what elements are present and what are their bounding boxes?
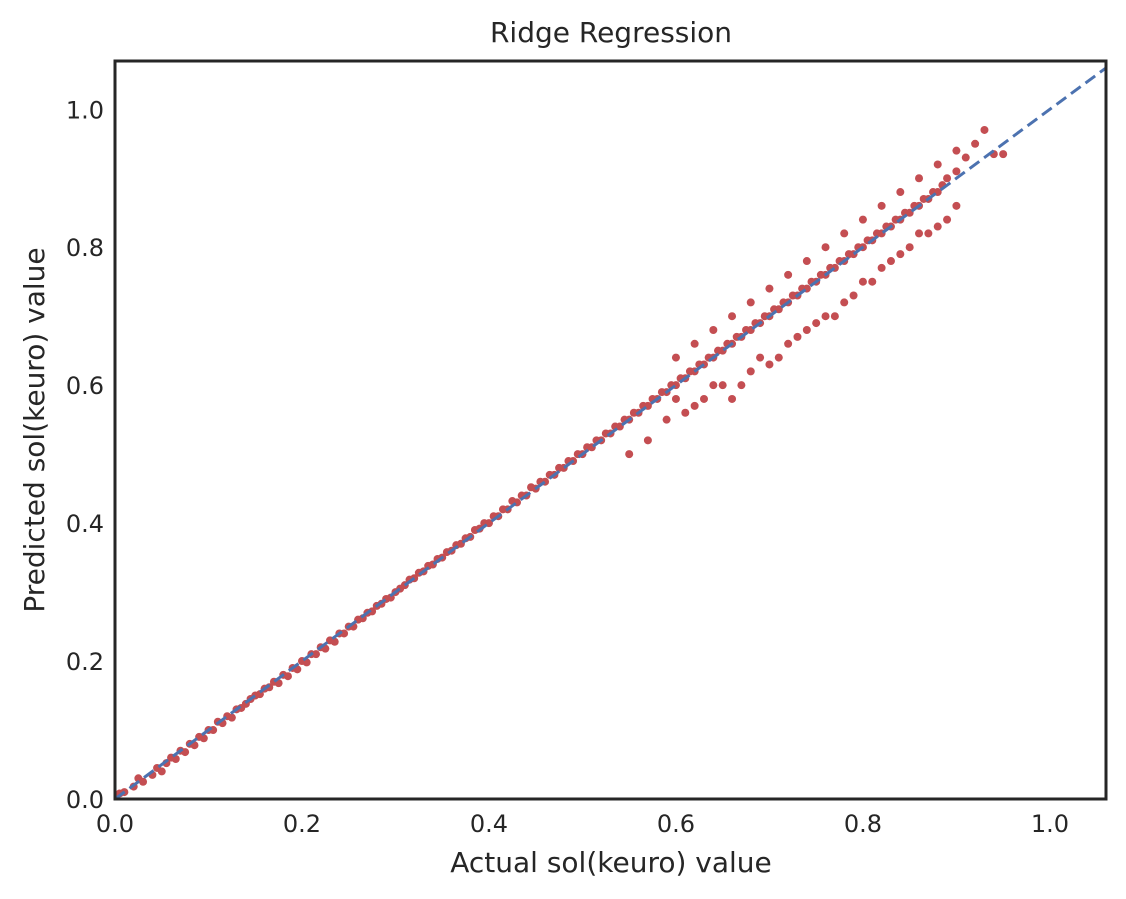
x-tick-label: 0.4: [470, 810, 508, 838]
data-points: [115, 125, 1008, 798]
x-tick-label: 1.0: [1031, 810, 1069, 838]
scatter-point: [728, 312, 737, 321]
scatter-point: [199, 734, 208, 743]
scatter-point: [643, 436, 652, 445]
scatter-point: [971, 139, 980, 148]
scatter-point: [330, 637, 339, 646]
scatter-point: [283, 672, 292, 681]
scatter-point: [765, 360, 774, 369]
scatter-point: [877, 263, 886, 272]
scatter-point: [821, 243, 830, 252]
scatter-point: [802, 257, 811, 266]
scatter-point: [793, 332, 802, 341]
scatter-point: [681, 408, 690, 417]
scatter-point: [858, 277, 867, 286]
scatter-point: [858, 215, 867, 224]
scatter-point: [718, 381, 727, 390]
y-tick-label: 0.4: [66, 510, 104, 538]
scatter-point: [690, 401, 699, 410]
scatter-point: [999, 150, 1008, 159]
scatter-point: [784, 339, 793, 348]
x-tick-labels: 0.0 0.2 0.4 0.6 0.8 1.0: [96, 810, 1069, 838]
scatter-point: [774, 305, 783, 314]
scatter-point: [933, 222, 942, 231]
scatter-point: [784, 270, 793, 279]
scatter-point: [952, 201, 961, 210]
scatter-point: [802, 325, 811, 334]
scatter-point: [849, 291, 858, 300]
y-tick-label: 0.6: [66, 372, 104, 400]
scatter-point: [915, 174, 924, 183]
scatter-point: [943, 174, 952, 183]
scatter-point: [952, 167, 961, 176]
plot-frame: [113, 59, 1108, 801]
scatter-point: [896, 188, 905, 197]
scatter-point: [709, 381, 718, 390]
scatter-point: [933, 160, 942, 169]
scatter-point: [877, 201, 886, 210]
scatter-point: [961, 153, 970, 162]
chart-title: Ridge Regression: [490, 16, 732, 49]
x-tick-label: 0.8: [844, 810, 882, 838]
scatter-point: [915, 229, 924, 238]
scatter-point: [746, 367, 755, 376]
scatter-point: [868, 277, 877, 286]
y-tick-label: 1.0: [66, 96, 104, 124]
scatter-point: [765, 284, 774, 293]
scatter-point: [774, 353, 783, 362]
y-tick-labels: 0.0 0.2 0.4 0.6 0.8 1.0: [66, 96, 104, 814]
y-tick-label: 0.2: [66, 648, 104, 676]
scatter-point: [671, 353, 680, 362]
scatter-point: [662, 415, 671, 424]
scatter-point: [625, 450, 634, 459]
scatter-point: [746, 298, 755, 307]
scatter-point: [728, 394, 737, 403]
scatter-point: [812, 319, 821, 328]
scatter-point: [980, 125, 989, 134]
scatter-point: [312, 650, 321, 659]
y-axis-label: Predicted sol(keuro) value: [18, 247, 51, 612]
y-tick-label: 0.0: [66, 786, 104, 814]
scatter-point: [709, 325, 718, 334]
scatter-point: [840, 298, 849, 307]
scatter-point: [139, 777, 148, 786]
scatter-point: [943, 215, 952, 224]
y-tick-label: 0.8: [66, 234, 104, 262]
scatter-point: [157, 767, 166, 776]
scatter-point: [671, 394, 680, 403]
scatter-point: [840, 229, 849, 238]
x-tick-label: 0.2: [283, 810, 321, 838]
scatter-point: [830, 312, 839, 321]
x-tick-label: 0.6: [657, 810, 695, 838]
x-axis-label: Actual sol(keuro) value: [450, 846, 772, 879]
scatter-point: [340, 629, 349, 638]
scatter-point: [952, 146, 961, 155]
scatter-point: [924, 229, 933, 238]
scatter-point: [690, 339, 699, 348]
scatter-point: [699, 394, 708, 403]
scatter-point: [886, 257, 895, 266]
scatter-point: [905, 243, 914, 252]
scatter-point: [756, 353, 765, 362]
scatter-point: [821, 312, 830, 321]
x-tick-label: 0.0: [96, 810, 134, 838]
scatter-point: [227, 713, 236, 722]
reference-line: [114, 66, 1107, 801]
scatter-point: [737, 381, 746, 390]
scatter-point: [896, 250, 905, 259]
